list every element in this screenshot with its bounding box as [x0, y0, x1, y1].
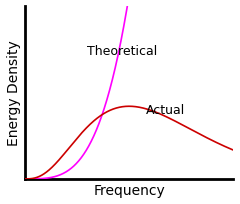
- Text: Actual: Actual: [146, 104, 185, 117]
- Text: Theoretical: Theoretical: [88, 45, 158, 58]
- X-axis label: Frequency: Frequency: [93, 183, 165, 197]
- Y-axis label: Energy Density: Energy Density: [7, 40, 21, 146]
